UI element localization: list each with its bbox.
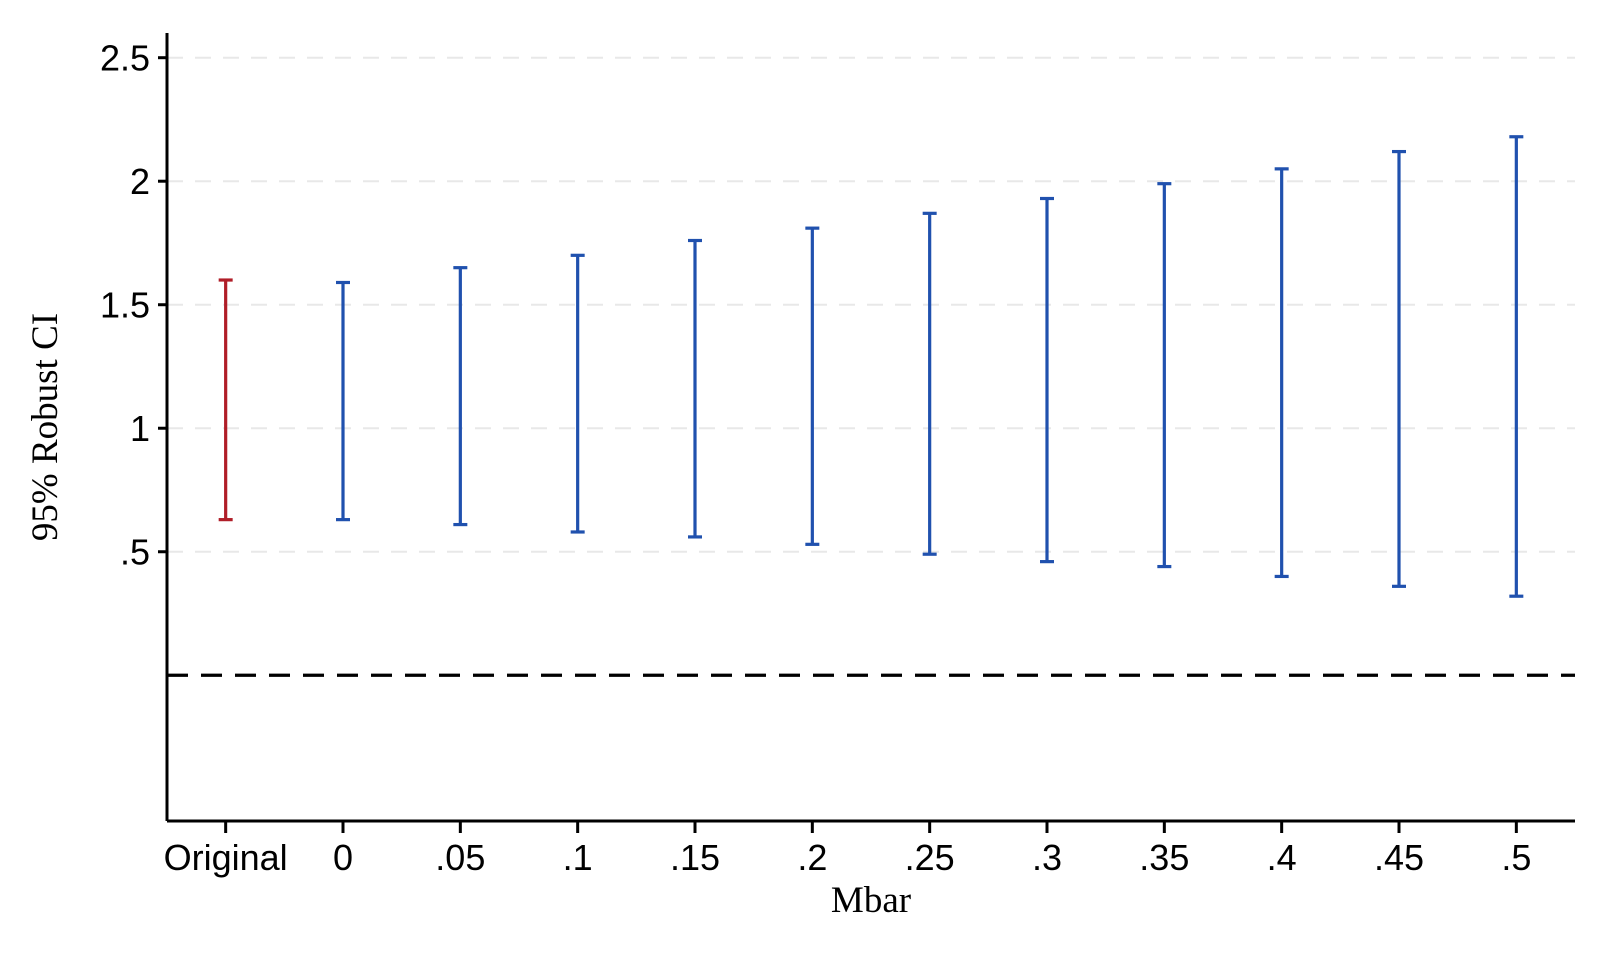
x-tick-label: .45 <box>1374 837 1424 878</box>
ci-bar-Original <box>218 278 233 522</box>
ci-bar-.05 <box>453 266 468 527</box>
ci-bar-.1 <box>570 253 585 534</box>
y-tick-label: 2.5 <box>100 38 150 79</box>
ci-bars <box>218 135 1524 598</box>
x-tick-label: Original <box>164 837 288 878</box>
ci-bar-.3 <box>1040 196 1054 564</box>
x-tick-label: 0 <box>333 837 353 878</box>
gridlines <box>167 56 1575 553</box>
x-tick-label: .4 <box>1267 837 1297 878</box>
x-tick-label: .2 <box>797 837 827 878</box>
y-tick-label: 1 <box>130 408 150 449</box>
y-tick-label: .5 <box>120 532 150 573</box>
ci-bar-0 <box>336 280 350 522</box>
x-tick-label: .05 <box>435 837 485 878</box>
y-axis-title: 95% Robust CI <box>25 313 66 541</box>
ci-bar-.35 <box>1157 182 1172 569</box>
x-tick-label: .25 <box>905 837 955 878</box>
x-tick-label: .15 <box>670 837 720 878</box>
x-tick-label: .5 <box>1501 837 1531 878</box>
ci-bar-.4 <box>1274 167 1289 579</box>
y-tick-label: 2 <box>130 161 150 202</box>
ci-bar-.5 <box>1509 135 1524 598</box>
ci-bar-.45 <box>1392 149 1406 588</box>
ci-bar-.2 <box>805 226 820 546</box>
x-tick-label: .1 <box>563 837 593 878</box>
ci-bar-.15 <box>688 238 702 539</box>
x-tick-label: .35 <box>1139 837 1189 878</box>
y-axis: 2.521.51.5 <box>100 33 169 821</box>
x-tick-label: .3 <box>1032 837 1062 878</box>
x-axis-title: Mbar <box>831 880 911 921</box>
ci-bar-.25 <box>922 211 937 556</box>
y-tick-label: 1.5 <box>100 285 150 326</box>
x-axis: Original 0 .05 .1 .15 .2 .25 .3 .35 .4 .45 .5 <box>164 819 1575 878</box>
